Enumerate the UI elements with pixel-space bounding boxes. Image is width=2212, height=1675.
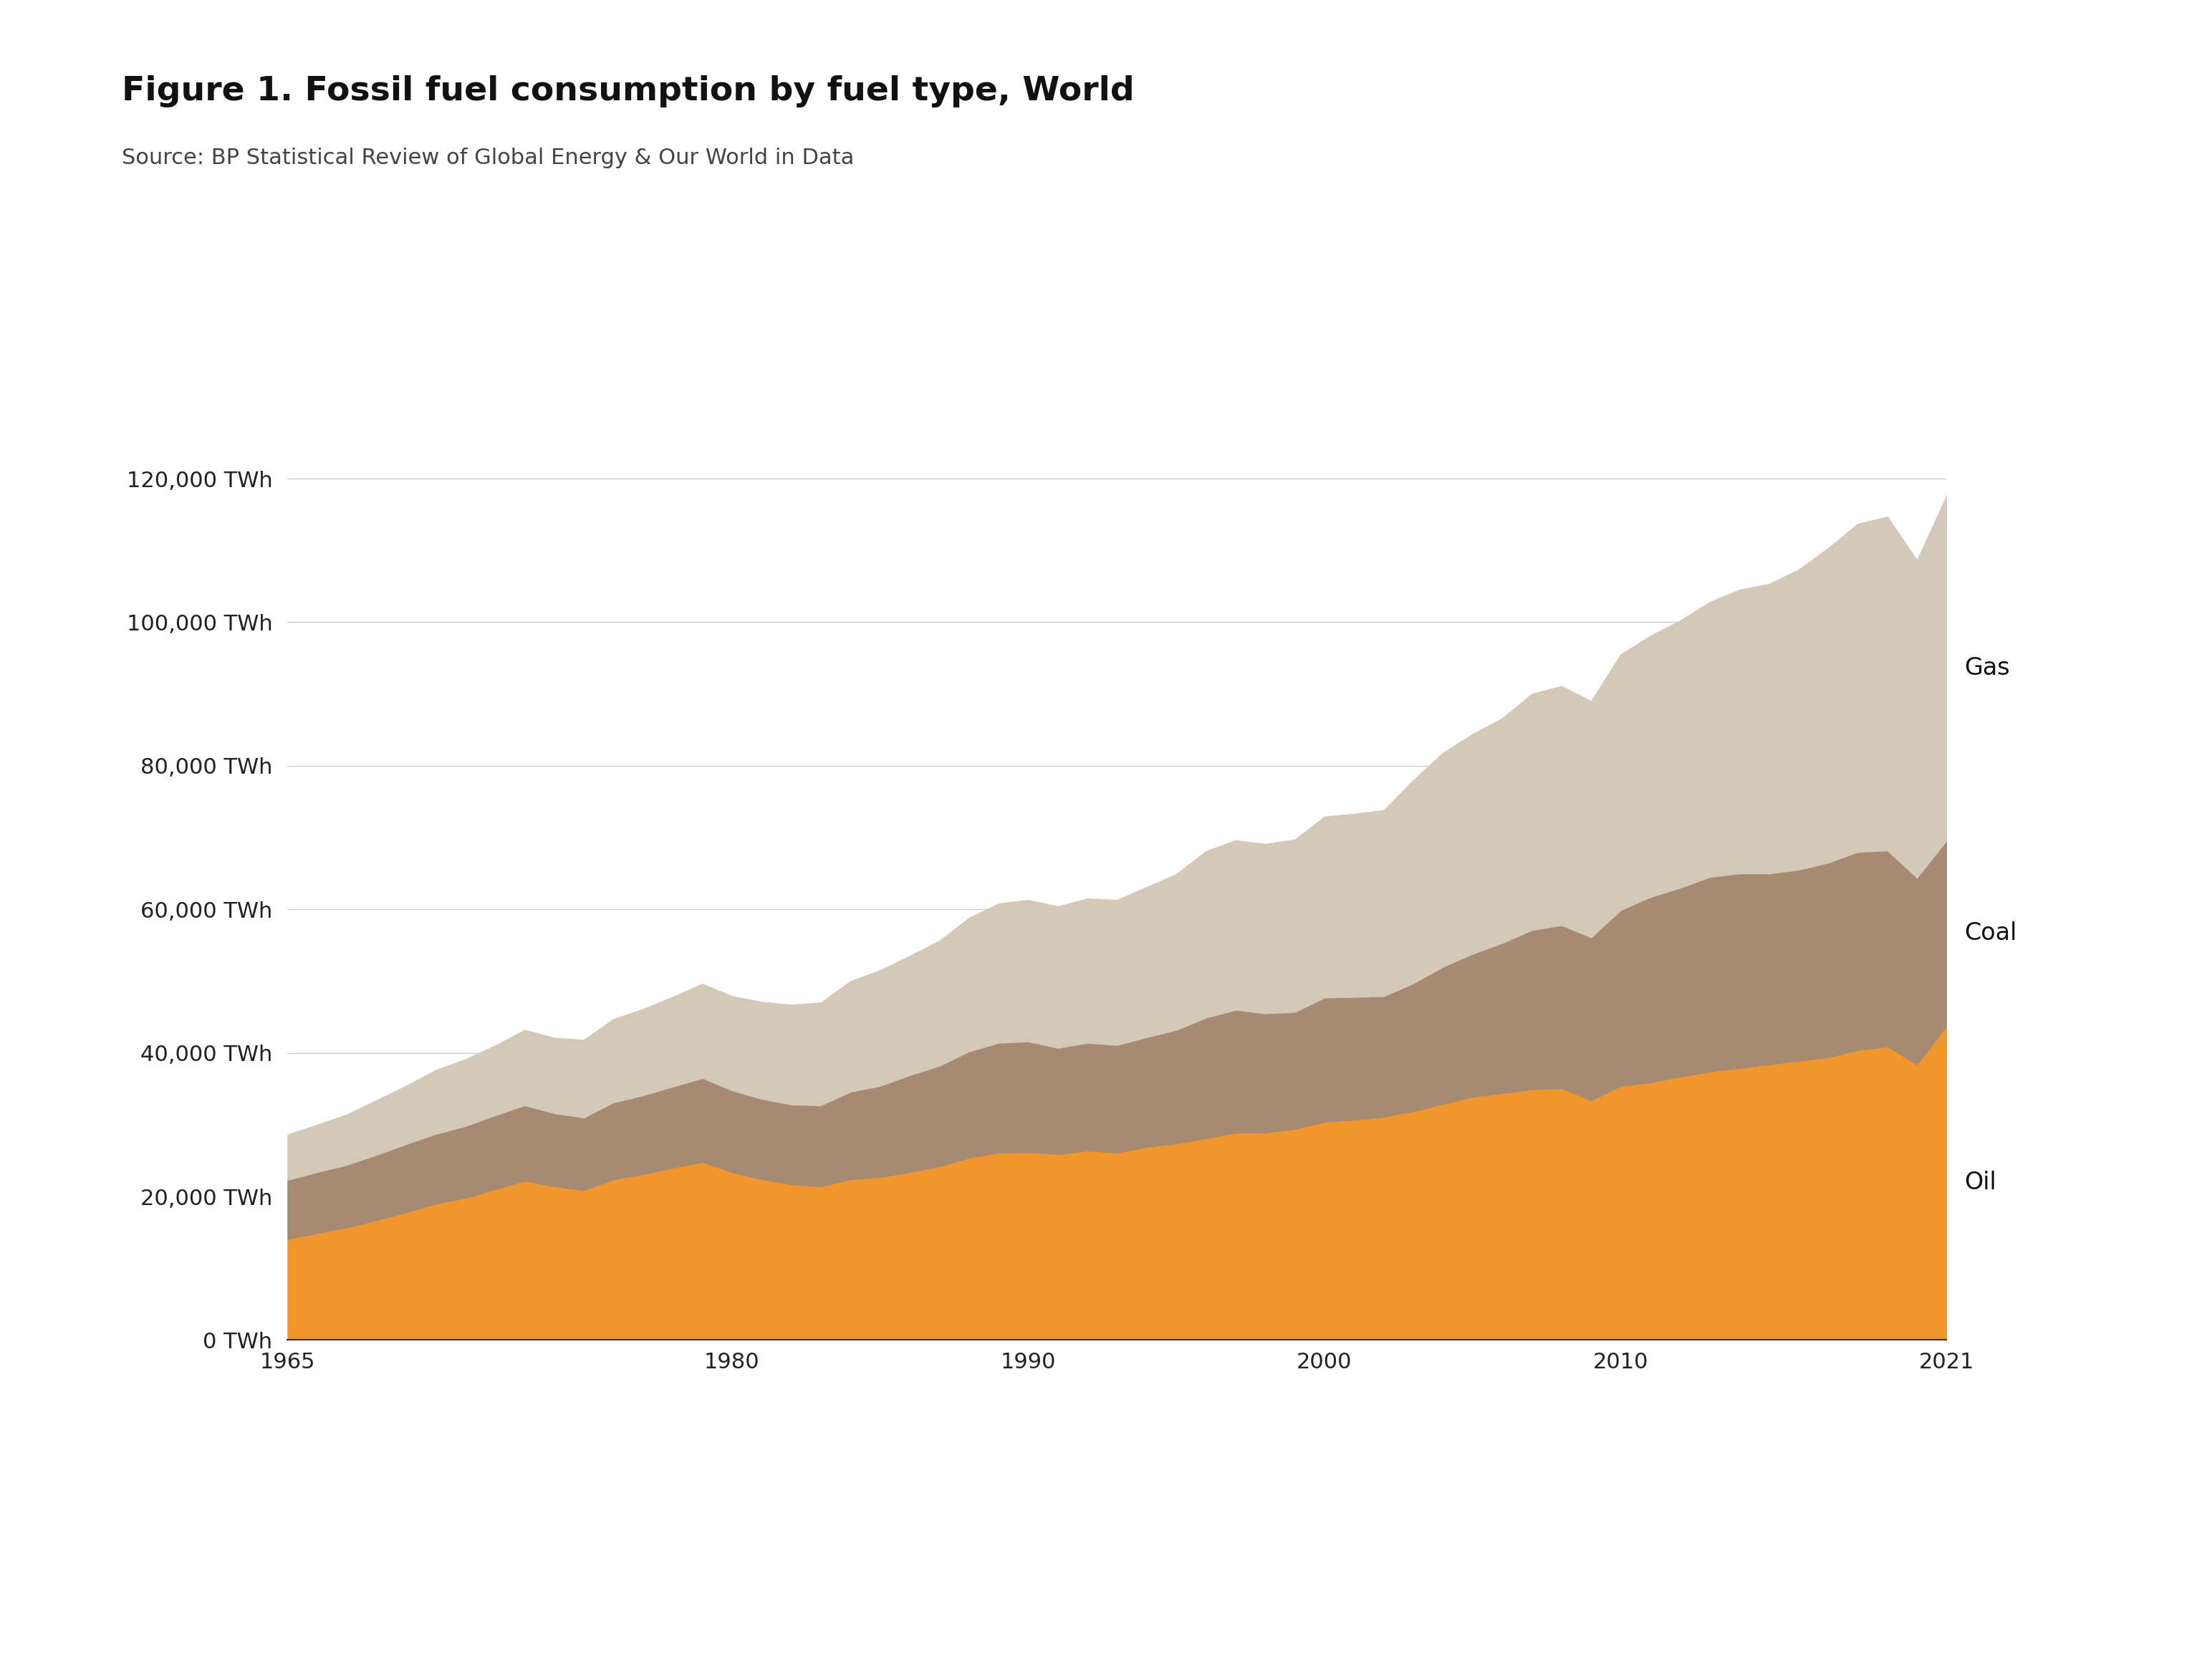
Text: Oil: Oil [1964, 1171, 1997, 1194]
Text: Source: BP Statistical Review of Global Energy & Our World in Data: Source: BP Statistical Review of Global … [122, 147, 854, 168]
Text: Coal: Coal [1964, 921, 2017, 945]
Text: Gas: Gas [1964, 657, 2011, 680]
Text: Figure 1. Fossil fuel consumption by fuel type, World: Figure 1. Fossil fuel consumption by fue… [122, 75, 1135, 107]
